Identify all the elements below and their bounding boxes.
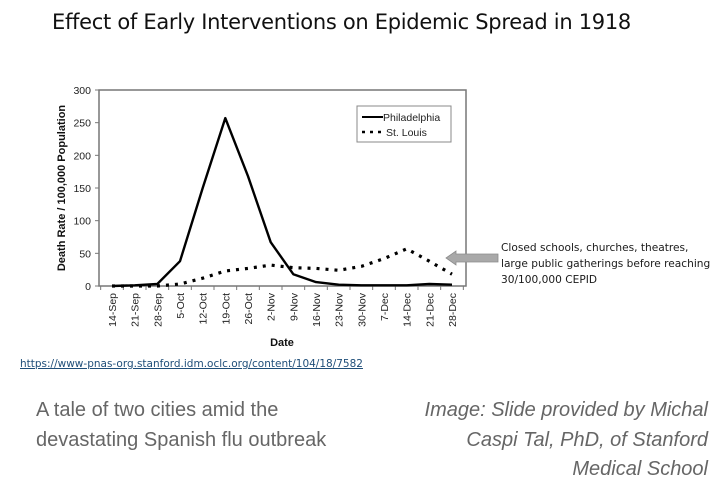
x-tick-label: 9-Nov — [288, 292, 300, 321]
y-tick-label: 0 — [85, 281, 91, 293]
series-layer — [111, 116, 453, 288]
y-tick-label: 300 — [73, 85, 91, 97]
y-tick-label: 50 — [79, 248, 91, 260]
x-tick-label: 14-Dec — [402, 293, 414, 327]
y-tick-label: 100 — [73, 216, 91, 228]
annotation-arrow-layer — [445, 250, 499, 266]
y-axis-title: Death Rate / 100,000 Population — [56, 105, 68, 272]
x-tick-label: 16-Nov — [311, 292, 323, 327]
y-tick-label: 150 — [73, 183, 91, 195]
x-tick-label: 23-Nov — [334, 292, 346, 327]
legend-label: Philadelphia — [383, 112, 440, 124]
x-tick-label: 21-Dec — [424, 293, 436, 327]
x-tick-label: 5-Oct — [175, 293, 187, 319]
x-tick-label: 28-Sep — [152, 293, 164, 327]
x-tick-label: 14-Sep — [107, 293, 119, 327]
x-tick-label: 12-Oct — [198, 293, 210, 325]
legend-box — [356, 105, 452, 143]
legend-label: St. Louis — [386, 127, 427, 139]
x-axis-ticks: 14-Sep 21-Sep 28-Sep 5-Oct 12-Oct 19-Oct 26-Oc… — [100, 286, 464, 327]
y-axis-ticks: 0 50 100 150 200 250 300 — [73, 85, 99, 293]
x-tick-label: 19-Oct — [220, 293, 232, 325]
source-link[interactable]: https://www-pnas-org.stanford.idm.oclc.o… — [20, 358, 363, 370]
y-tick-label: 200 — [73, 150, 91, 162]
caption-right: Image: Slide provided by Michal Caspi Ta… — [424, 399, 708, 480]
x-tick-label: 26-Oct — [243, 293, 255, 325]
y-tick-label: 250 — [73, 118, 91, 130]
x-tick-label: 7-Dec — [379, 293, 391, 321]
series-philadelphia — [111, 116, 453, 288]
x-tick-label: 30-Nov — [356, 292, 368, 327]
legend: Philadelphia St. Louis — [356, 105, 452, 143]
left-arrow-icon — [445, 250, 499, 266]
x-tick-label: 21-Sep — [130, 293, 142, 327]
x-axis-title: Date — [270, 337, 294, 349]
x-tick-label: 28-Dec — [447, 293, 459, 327]
x-tick-label: 2-Nov — [266, 292, 278, 321]
slide-title: Effect of Early Interventions on Epidemi… — [52, 10, 631, 34]
intervention-annotation: Closed schools, churches, theatres, larg… — [501, 242, 711, 286]
series-st-louis — [112, 247, 453, 288]
caption-left: A tale of two cities amid the devastatin… — [36, 399, 327, 451]
